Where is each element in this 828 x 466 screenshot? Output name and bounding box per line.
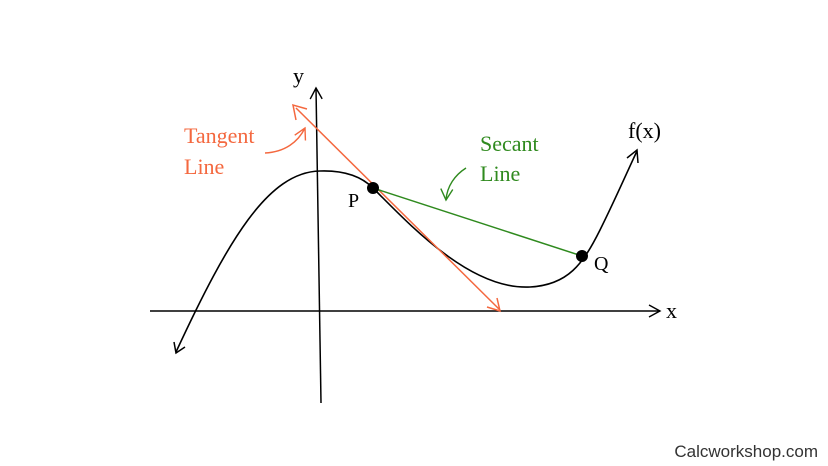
function-label: f(x) xyxy=(628,118,661,143)
secant-line xyxy=(372,187,583,257)
watermark: Calcworkshop.com xyxy=(674,442,818,461)
secant-label-pointer xyxy=(440,167,467,202)
curve-right-arrowhead xyxy=(626,148,639,164)
function-curve xyxy=(175,150,638,353)
tangent-line xyxy=(295,107,501,311)
point-q xyxy=(576,250,588,262)
y-axis-label: y xyxy=(293,63,304,88)
tangent-lower-arrowhead xyxy=(486,297,502,313)
point-p-label: P xyxy=(348,190,359,212)
x-axis-label: x xyxy=(666,298,677,323)
curve-left-arrowhead xyxy=(173,341,186,355)
y-axis xyxy=(309,86,323,404)
tangent-label-line1: Tangent xyxy=(184,123,255,148)
tangent-label-pointer xyxy=(264,126,307,154)
secant-label-line2: Line xyxy=(480,161,520,186)
point-p xyxy=(367,182,379,194)
tangent-upper-arrowhead xyxy=(292,103,308,121)
tangent-label-line2: Line xyxy=(184,154,224,179)
point-q-label: Q xyxy=(594,253,609,275)
secant-label-line1: Secant xyxy=(480,131,539,156)
